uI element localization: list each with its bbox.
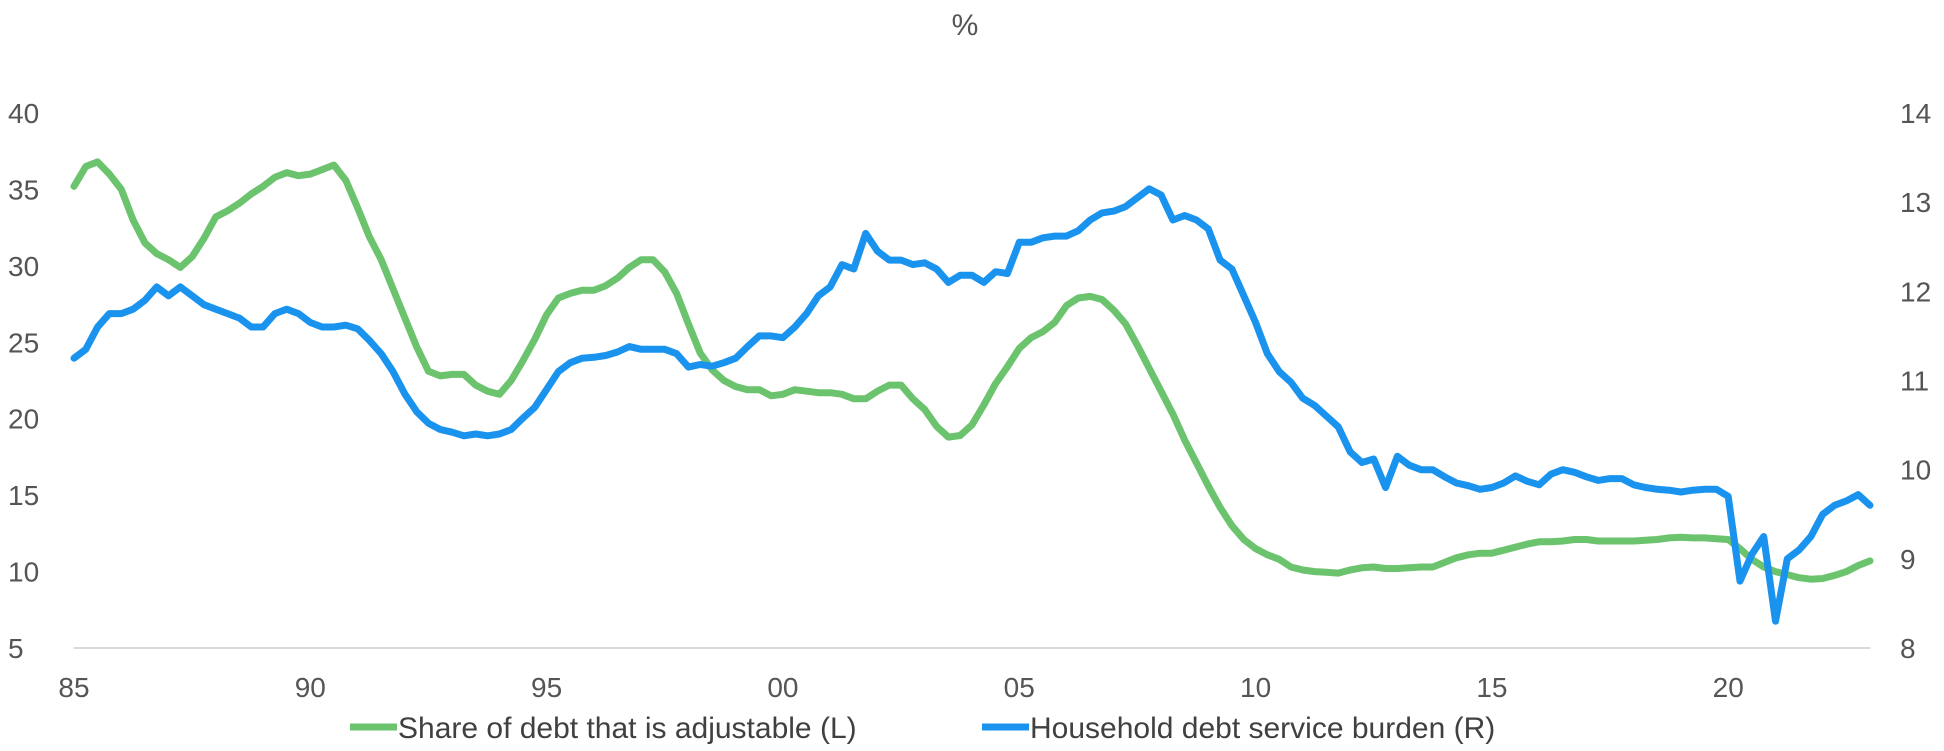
x-tick-label: 90	[295, 672, 326, 703]
x-tick-label: 10	[1240, 672, 1271, 703]
right-y-axis: 8 9 10 11 12 13 14	[1900, 98, 1931, 664]
legend-label-debt-service-burden: Household debt service burden (R)	[1030, 712, 1495, 745]
left-y-tick-label: 20	[8, 404, 39, 435]
right-y-tick-label: 9	[1900, 544, 1916, 575]
right-y-tick-label: 13	[1900, 187, 1931, 218]
series-line-debt-service-burden	[70, 185, 1874, 625]
x-tick-label: 95	[531, 672, 562, 703]
left-y-axis: 5 10 15 20 25 30 35 40	[8, 98, 39, 664]
series-layer	[70, 158, 1874, 625]
x-tick-label: 00	[767, 672, 798, 703]
left-y-tick-label: 15	[8, 480, 39, 511]
left-y-tick-label: 10	[8, 557, 39, 588]
series-line-adjustable-share	[70, 158, 1874, 583]
x-tick-label: 05	[1004, 672, 1035, 703]
legend: Share of debt that is adjustable (L) Hou…	[350, 712, 1495, 745]
right-y-tick-label: 8	[1900, 633, 1916, 664]
left-y-tick-label: 40	[8, 98, 39, 129]
x-tick-label: 20	[1713, 672, 1744, 703]
x-axis: 85 90 95 00 05 10 15 20	[58, 672, 1743, 703]
x-tick-label: 85	[58, 672, 89, 703]
unit-label: %	[952, 9, 979, 42]
right-y-tick-label: 12	[1900, 276, 1931, 307]
left-y-tick-label: 35	[8, 174, 39, 205]
right-y-tick-label: 11	[1900, 366, 1929, 397]
left-y-tick-label: 25	[8, 327, 39, 358]
right-y-tick-label: 14	[1900, 98, 1931, 129]
legend-label-adjustable-share: Share of debt that is adjustable (L)	[398, 712, 857, 745]
left-y-tick-label: 30	[8, 251, 39, 282]
x-tick-label: 15	[1476, 672, 1507, 703]
left-y-tick-label: 5	[8, 633, 24, 664]
right-y-tick-label: 10	[1900, 455, 1931, 486]
